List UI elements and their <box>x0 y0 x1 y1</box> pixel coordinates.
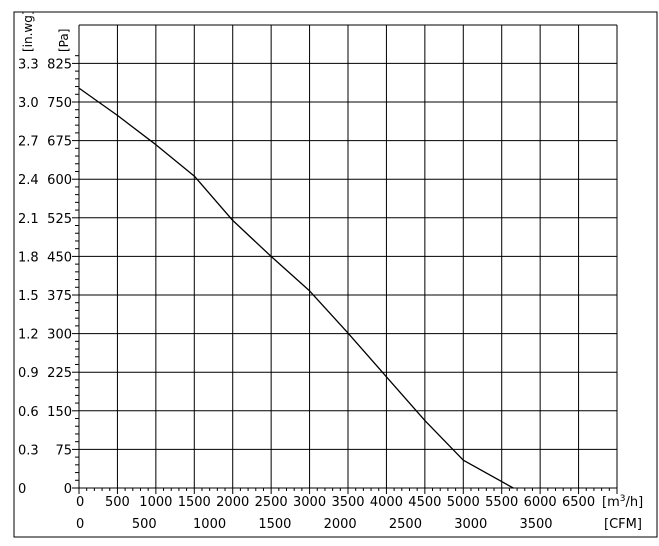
fan-curve-point <box>116 114 119 116</box>
x-tick-label-cfm: 500 <box>132 517 157 532</box>
fan-curve-point <box>385 376 388 378</box>
x-tick-label-m3h: 6000 <box>524 495 557 510</box>
y-tick-label-pa: 675 <box>47 135 72 150</box>
y-tick-label-inwg: 1.8 <box>18 250 39 265</box>
y-tick-label-pa: 225 <box>47 366 72 381</box>
y-unit-label-pa: [Pa] <box>57 29 71 52</box>
y-tick-label-inwg: 1.5 <box>18 289 39 304</box>
fan-curve-point <box>232 219 234 221</box>
fan-curve-point <box>347 332 349 334</box>
x-axis-labels: 0 500 1000 1500 2000 2500 3000 3500 4000 4500 5000… <box>76 495 595 532</box>
fan-curve-point <box>155 144 157 146</box>
y-tick-label-pa: 525 <box>47 212 72 227</box>
x-tick-label-cfm: 0 <box>76 517 84 532</box>
fan-curve-point <box>512 487 514 489</box>
y-axis-labels: 0 0 0.3 75 0.6 150 0.9 225 1.2 300 1.5 375 1.8 450 2.1… <box>18 57 72 497</box>
x-tick-label-m3h: 5500 <box>485 495 518 510</box>
x-unit-superscript: 3 <box>620 494 626 504</box>
fan-curve <box>78 87 514 489</box>
x-tick-label-cfm: 1500 <box>258 517 291 532</box>
y-tick-label-pa: 375 <box>47 289 72 304</box>
fan-curve-line <box>78 87 514 489</box>
x-tick-label-m3h: 2000 <box>216 495 249 510</box>
x-tick-label-cfm: 2500 <box>389 517 422 532</box>
grid <box>78 24 618 489</box>
x-tick-label-m3h: 4500 <box>408 495 441 510</box>
x-unit-suffix: /h] <box>625 495 643 510</box>
minor-ticks <box>72 55 618 494</box>
y-tick-label-inwg: 0.9 <box>18 366 39 381</box>
x-tick-label-m3h: 1000 <box>139 495 172 510</box>
x-tick-label-m3h: 0 <box>76 495 84 510</box>
x-tick-label-m3h: 4000 <box>370 495 403 510</box>
y-tick-label-inwg: 1.2 <box>18 328 39 343</box>
y-tick-label-pa: 150 <box>47 405 72 420</box>
x-tick-label-m3h: 2500 <box>255 495 288 510</box>
fan-curve-point <box>424 419 426 422</box>
fan-curve-point <box>462 459 464 461</box>
x-tick-label-cfm: 3500 <box>519 517 552 532</box>
x-tick-label-m3h: 1500 <box>178 495 211 510</box>
y-tick-label-inwg: 0.3 <box>18 443 39 458</box>
y-tick-label-pa: 450 <box>47 250 72 265</box>
fan-curve-point <box>78 87 80 89</box>
fan-curve-point <box>308 290 311 292</box>
fan-curve-point <box>270 255 272 257</box>
x-unit-label-cfm: [CFM] <box>604 517 642 532</box>
y-tick-label-pa: 750 <box>47 96 72 111</box>
y-tick-label-inwg: 3.0 <box>18 96 39 111</box>
y-tick-label-inwg: 3.3 <box>18 57 39 72</box>
y-tick-label-pa: 600 <box>47 173 72 188</box>
y-tick-label-inwg: 0.6 <box>18 405 39 420</box>
x-tick-label-m3h: 6500 <box>562 495 595 510</box>
x-tick-label-cfm: 1000 <box>193 517 226 532</box>
chart-frame <box>13 11 658 538</box>
y-tick-label-pa: 0 <box>64 482 72 497</box>
x-unit-prefix: [m <box>602 495 620 510</box>
x-tick-label-cfm: 3000 <box>454 517 487 532</box>
y-tick-label-pa: 75 <box>55 443 72 458</box>
x-tick-label-m3h: 500 <box>105 495 130 510</box>
y-tick-label-pa: 300 <box>47 328 72 343</box>
y-tick-label-inwg: 0 <box>18 482 26 497</box>
x-tick-label-m3h: 5000 <box>447 495 480 510</box>
y-tick-label-inwg: 2.7 <box>18 135 39 150</box>
x-tick-label-m3h: 3500 <box>331 495 364 510</box>
y-tick-label-pa: 825 <box>47 57 72 72</box>
y-tick-label-inwg: 2.4 <box>18 173 39 188</box>
y-unit-label-inwg: [in.wg] <box>21 10 35 52</box>
fan-curve-point <box>193 175 195 177</box>
x-tick-label-m3h: 3000 <box>293 495 326 510</box>
x-unit-label-m3h: [m3/h] <box>602 494 643 510</box>
x-tick-label-cfm: 2000 <box>324 517 357 532</box>
y-tick-label-inwg: 2.1 <box>18 212 39 227</box>
